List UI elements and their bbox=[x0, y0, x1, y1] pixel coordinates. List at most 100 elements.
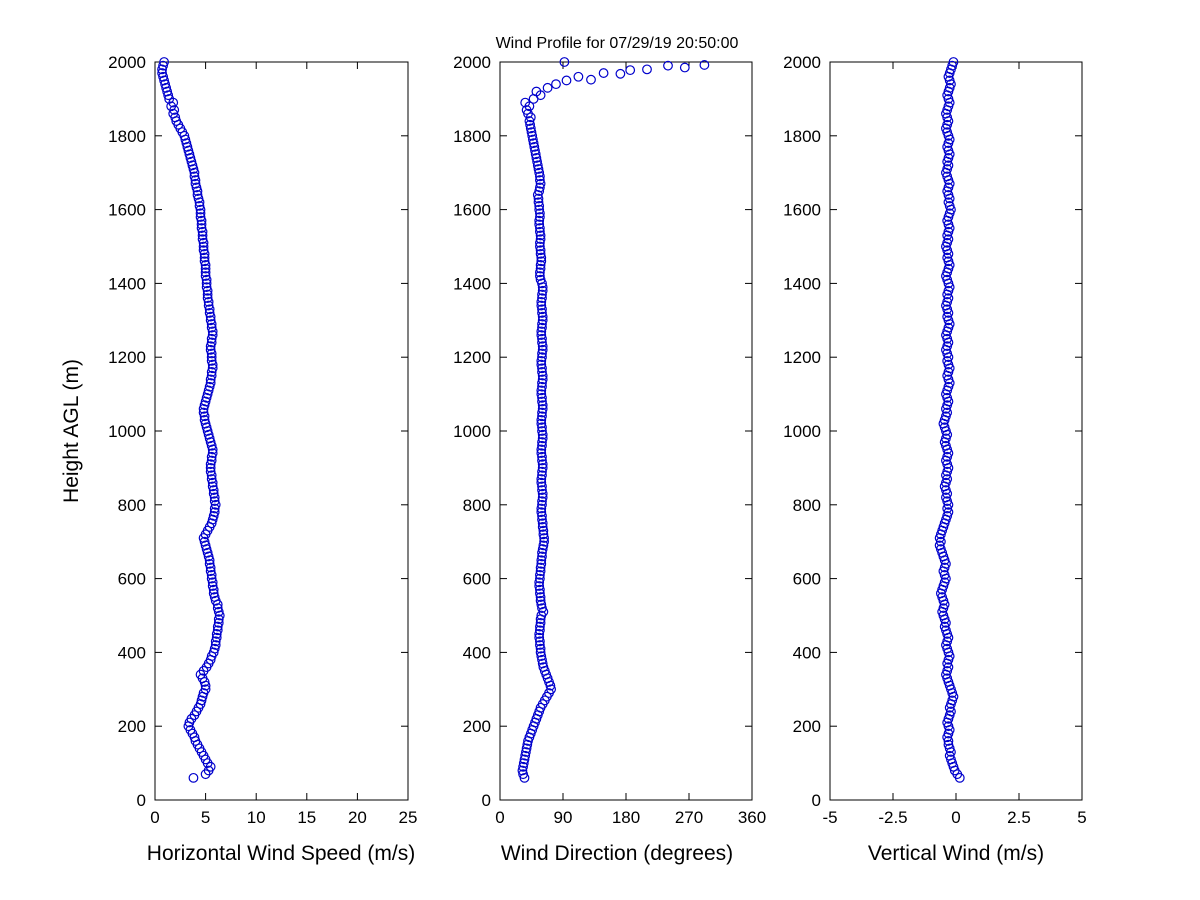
data-point bbox=[203, 385, 214, 396]
data-point bbox=[527, 130, 538, 141]
x-tick-label: 360 bbox=[738, 808, 766, 827]
data-point bbox=[537, 603, 547, 614]
data-point bbox=[535, 241, 545, 252]
data-point bbox=[537, 488, 548, 499]
data-point bbox=[204, 304, 215, 315]
data-point bbox=[200, 267, 211, 278]
data-point bbox=[526, 127, 537, 138]
data-point bbox=[537, 337, 547, 348]
data-point bbox=[195, 204, 206, 215]
y-tick-label: 1400 bbox=[453, 274, 491, 293]
data-point bbox=[196, 219, 207, 230]
data-point bbox=[529, 141, 540, 152]
data-point bbox=[186, 156, 197, 167]
y-tick-label: 2000 bbox=[783, 53, 821, 72]
data-point bbox=[535, 566, 546, 577]
data-point bbox=[207, 481, 218, 492]
data-point bbox=[160, 79, 171, 90]
data-point bbox=[204, 381, 215, 392]
data-point bbox=[158, 71, 168, 82]
data-point bbox=[537, 658, 548, 669]
x-tick-label: -5 bbox=[822, 808, 837, 827]
data-point bbox=[520, 97, 531, 108]
data-point bbox=[537, 392, 547, 403]
data-point bbox=[535, 640, 545, 650]
data-point bbox=[537, 341, 548, 352]
data-point bbox=[202, 547, 213, 558]
data-point bbox=[536, 651, 547, 661]
data-point bbox=[537, 422, 547, 433]
data-point bbox=[536, 389, 547, 400]
data-point bbox=[537, 466, 547, 477]
data-point bbox=[181, 138, 192, 149]
data-point bbox=[532, 156, 542, 167]
data-point bbox=[535, 223, 545, 233]
data-point bbox=[201, 282, 212, 292]
y-tick-label: 1800 bbox=[108, 127, 146, 146]
data-point bbox=[212, 625, 223, 636]
data-point bbox=[199, 256, 210, 267]
data-point bbox=[198, 237, 209, 248]
data-point bbox=[534, 204, 545, 215]
data-point bbox=[537, 496, 547, 507]
data-point bbox=[535, 643, 546, 654]
data-point bbox=[535, 636, 545, 647]
data-point bbox=[204, 433, 215, 444]
data-point bbox=[536, 448, 547, 459]
data-point bbox=[537, 492, 548, 503]
data-point bbox=[531, 153, 542, 163]
data-point bbox=[197, 226, 208, 237]
data-point bbox=[542, 82, 553, 93]
data-point bbox=[539, 536, 549, 547]
data-point bbox=[537, 289, 547, 300]
data-point bbox=[537, 654, 547, 665]
data-point bbox=[525, 123, 536, 134]
data-point bbox=[199, 536, 210, 547]
x-tick-label: 15 bbox=[297, 808, 316, 827]
data-point bbox=[663, 60, 673, 71]
y-tick-label: 200 bbox=[793, 717, 821, 736]
data-point bbox=[534, 219, 545, 230]
panel-wind-direction: 0 90 180 270 360 0 200 400 600 800 1000 1200 1400 160… bbox=[453, 53, 766, 827]
xlabel-wind-direction: Wind Direction (degrees) bbox=[501, 842, 733, 865]
data-point bbox=[208, 485, 219, 495]
data-point bbox=[537, 522, 548, 532]
data-point bbox=[537, 481, 547, 492]
data-point bbox=[534, 632, 545, 643]
data-point bbox=[537, 374, 548, 385]
data-point bbox=[518, 761, 528, 772]
data-point bbox=[159, 57, 170, 67]
data-point bbox=[204, 555, 215, 566]
data-point bbox=[205, 466, 216, 477]
data-point bbox=[194, 197, 205, 208]
data-point bbox=[162, 86, 173, 97]
data-point bbox=[534, 581, 545, 591]
y-tick-label: 600 bbox=[793, 570, 821, 589]
data-point bbox=[537, 510, 547, 521]
data-point bbox=[205, 566, 216, 577]
y-tick-label: 200 bbox=[118, 717, 146, 736]
y-tick-label: 400 bbox=[118, 643, 146, 662]
data-point bbox=[528, 134, 538, 145]
data-point bbox=[534, 167, 545, 178]
data-point bbox=[535, 212, 545, 222]
data-point bbox=[201, 274, 212, 285]
data-point bbox=[168, 108, 179, 119]
data-point bbox=[537, 433, 548, 444]
data-point bbox=[537, 293, 547, 304]
data-point bbox=[206, 570, 217, 580]
data-point bbox=[537, 378, 547, 388]
data-point bbox=[196, 223, 207, 233]
data-point bbox=[185, 153, 196, 163]
data-point bbox=[192, 189, 203, 200]
data-point bbox=[537, 352, 547, 363]
x-tick-label: 25 bbox=[399, 808, 418, 827]
data-point bbox=[161, 82, 172, 93]
data-point bbox=[205, 437, 216, 447]
data-point bbox=[212, 603, 223, 614]
data-point bbox=[204, 558, 215, 569]
data-point bbox=[522, 739, 533, 750]
data-point bbox=[200, 271, 211, 281]
